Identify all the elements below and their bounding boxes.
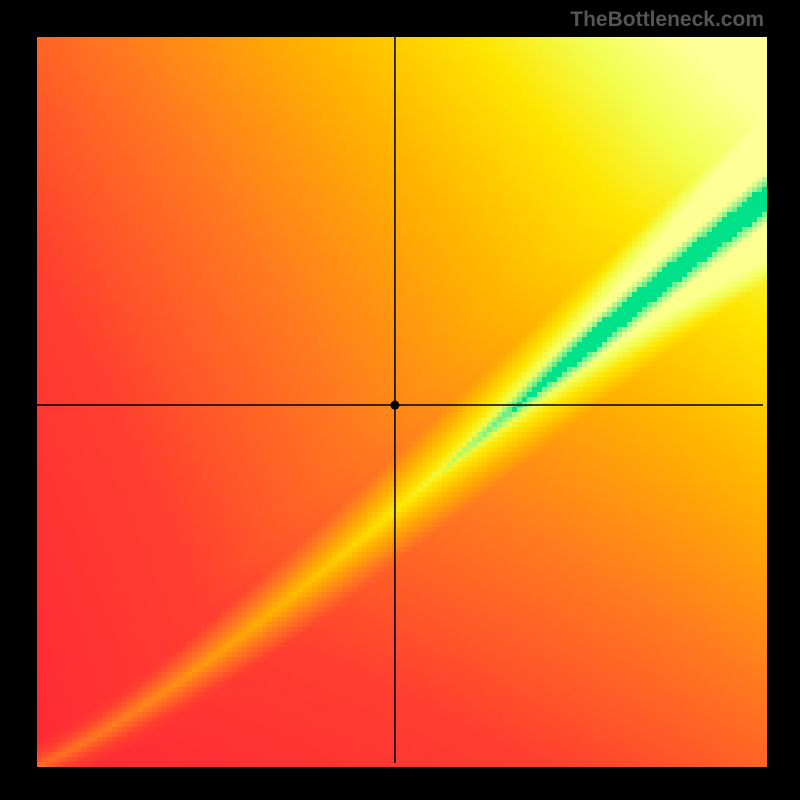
chart-container: TheBottleneck.com bbox=[0, 0, 800, 800]
watermark-text: TheBottleneck.com bbox=[570, 8, 764, 32]
bottleneck-heatmap-canvas bbox=[0, 0, 800, 800]
